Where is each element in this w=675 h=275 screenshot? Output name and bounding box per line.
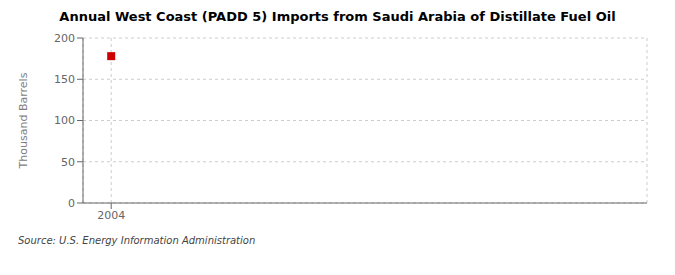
- svg-text:0: 0: [68, 197, 75, 210]
- svg-text:200: 200: [54, 32, 75, 45]
- svg-text:150: 150: [54, 73, 75, 86]
- svg-text:100: 100: [54, 114, 75, 127]
- html-text:Annual West Coast (PADD 5) Imp: Annual West Coast (PADD 5) Imports from …: [59, 9, 616, 24]
- svg-text:2004: 2004: [97, 209, 125, 222]
- html-text:Source: U.S. Energy Informatio: Source: U.S. Energy Information Administ…: [18, 235, 256, 246]
- svg-text:Thousand Barrels: Thousand Barrels: [17, 72, 30, 169]
- svg-text:50: 50: [61, 156, 75, 169]
